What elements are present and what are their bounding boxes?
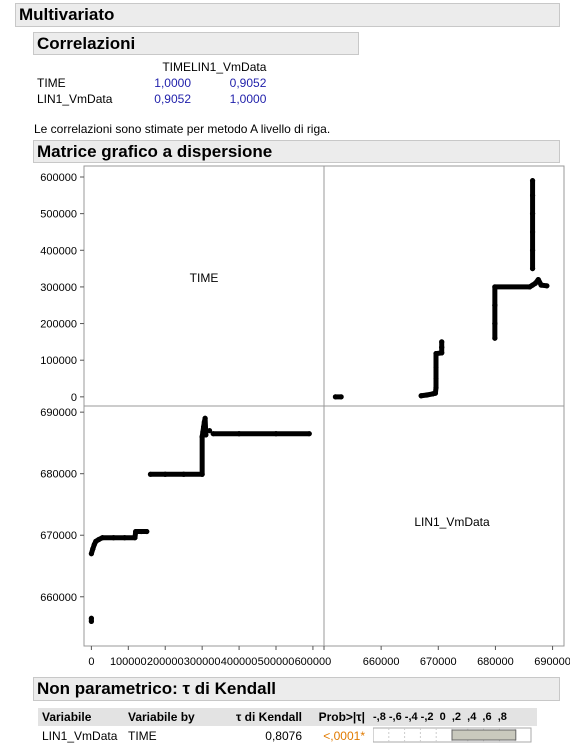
correlation-table: TIME LIN1_VmData TIME 1,0000 0,9052 LIN1…: [37, 59, 266, 107]
x-tick-label: 690000: [534, 656, 570, 668]
y-tick-label: 600000: [40, 172, 77, 184]
kendall-var: LIN1_VmData: [42, 729, 118, 743]
x-tick-label: 660000: [363, 656, 400, 668]
y-tick-label: 670000: [40, 530, 77, 542]
correlation-note: Le correlazioni sono stimate per metodo …: [34, 122, 331, 136]
x-tick-label: 500000: [258, 656, 295, 668]
diag-label-time: TIME: [190, 271, 219, 285]
scatter-matrix-title: Matrice grafico a dispersione: [37, 142, 273, 161]
nonparametric-title: Non parametrico: τ di Kendall: [37, 679, 277, 698]
x-tick-label: 400000: [221, 656, 258, 668]
col-header-time: TIME: [162, 60, 191, 74]
x-tick-label: 200000: [147, 656, 184, 668]
x-tick-label: 300000: [184, 656, 221, 668]
row-label: LIN1_VmData: [37, 92, 113, 106]
kendall-by: TIME: [128, 729, 157, 743]
corr-value: 1,0000: [229, 92, 267, 106]
kendall-prob: <,0001*: [323, 729, 365, 743]
y-tick-label: 300000: [40, 282, 77, 294]
row-label: TIME: [37, 76, 66, 90]
correlations-header[interactable]: Correlazioni: [33, 32, 359, 55]
y-tick-label: 660000: [40, 592, 77, 604]
lower-point-segment: [202, 415, 209, 438]
table-row: LIN1_VmData TIME 0,8076 <,0001*: [38, 726, 537, 746]
kendall-col-tau: τ di Kendall: [218, 708, 306, 726]
y-tick-label: 400000: [40, 245, 77, 257]
y-tick-label: 0: [71, 392, 77, 404]
y-tick-label: 200000: [40, 319, 77, 331]
kendall-col-by: Variabile by: [124, 708, 218, 726]
x-tick-label: 680000: [477, 656, 514, 668]
x-tick-label: 670000: [420, 656, 457, 668]
scatter-matrix-header[interactable]: Matrice grafico a dispersione: [33, 140, 560, 163]
multivariate-header[interactable]: Multivariato: [15, 3, 560, 27]
table-row: LIN1_VmData 0,9052 1,0000: [37, 91, 266, 107]
scatter-matrix-chart[interactable]: 0100000200000300000400000500000600000660…: [0, 160, 570, 680]
x-tick-label: 600000: [295, 656, 332, 668]
kendall-col-scale: -,8 -,6 -,4 -,2 0 ,2 ,4 ,6 ,8: [369, 708, 537, 726]
col-header-lin1: LIN1_VmData: [191, 60, 267, 74]
kendall-col-prob: Prob>|τ|: [306, 708, 369, 726]
y-tick-label: 690000: [40, 407, 77, 419]
nonparametric-header[interactable]: Non parametrico: τ di Kendall: [33, 677, 560, 701]
tau-bar-fill: [451, 729, 517, 740]
kendall-table: Variabile Variabile by τ di Kendall Prob…: [38, 708, 537, 746]
corr-value: 0,9052: [154, 92, 191, 106]
kendall-col-var: Variabile: [38, 708, 124, 726]
y-tick-label: 100000: [40, 355, 77, 367]
lower-point: [206, 428, 213, 434]
corr-value: 0,9052: [229, 76, 267, 90]
diag-label-lin1: LIN1_VmData: [414, 515, 490, 529]
table-row: TIME 1,0000 0,9052: [37, 75, 266, 91]
y-tick-label: 500000: [40, 209, 77, 221]
x-tick-label: 0: [88, 656, 94, 668]
kendall-tau-bar: [372, 727, 532, 742]
multivariate-title: Multivariato: [19, 5, 115, 24]
x-tick-label: 100000: [110, 656, 147, 668]
correlations-title: Correlazioni: [37, 34, 136, 53]
corr-value: 1,0000: [154, 76, 191, 90]
upper-point-segment: [538, 282, 550, 289]
y-tick-label: 680000: [40, 469, 77, 481]
kendall-tau: 0,8076: [265, 729, 302, 743]
